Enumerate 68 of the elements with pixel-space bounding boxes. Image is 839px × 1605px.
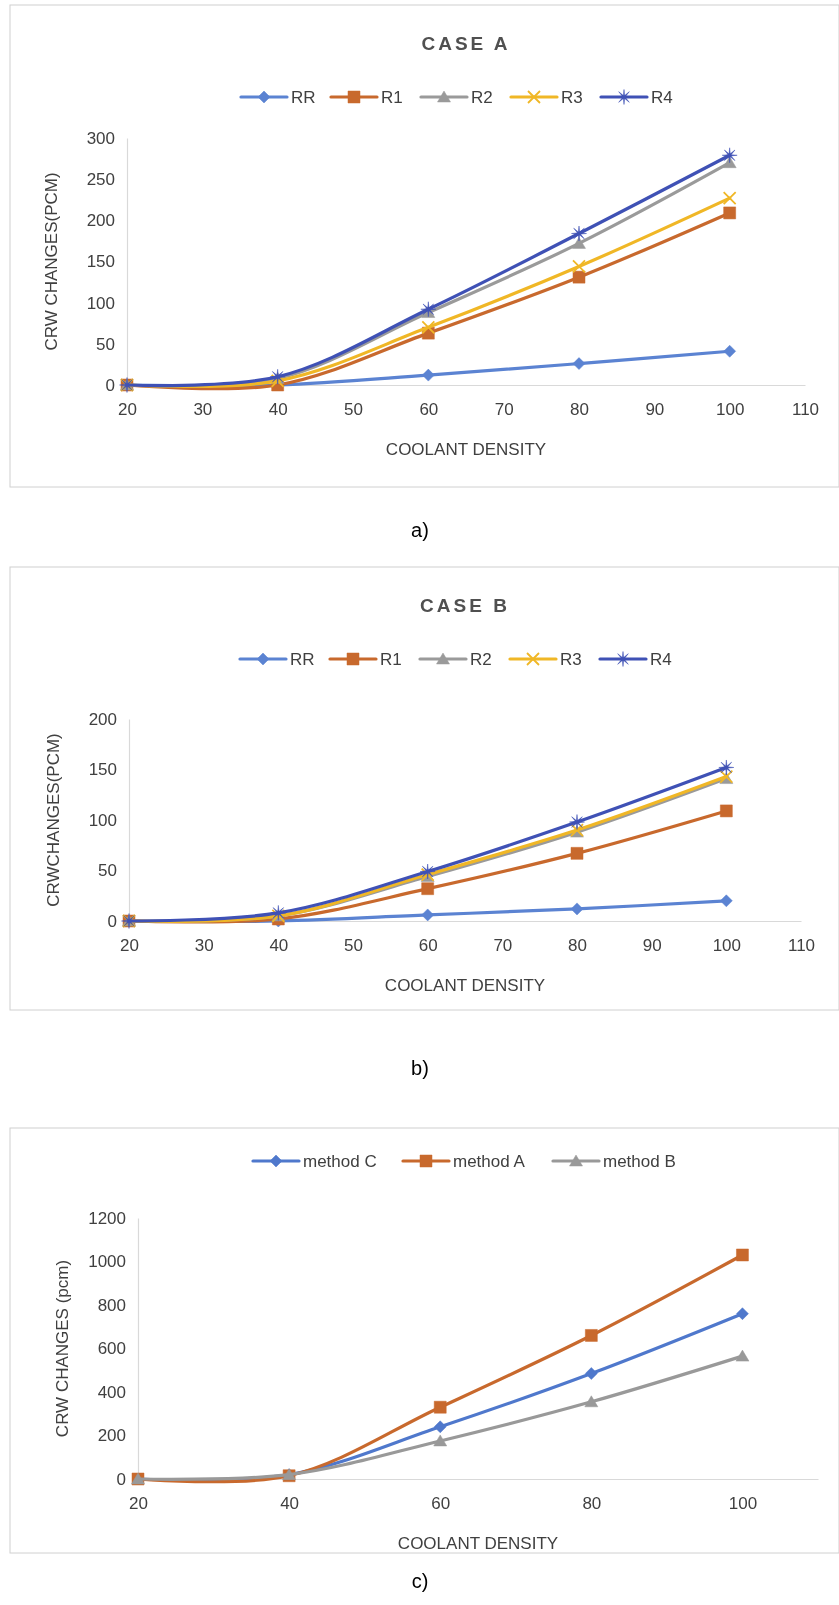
x-tick-label: 40	[268, 400, 288, 420]
x-axis-title: COOLANT DENSITY	[397, 1534, 559, 1553]
x-tick-label: 90	[645, 400, 665, 420]
chart-title: CASE B	[420, 595, 510, 616]
y-tick-label: 800	[97, 1295, 126, 1315]
y-tick-label: 150	[88, 760, 117, 780]
x-tick-label: 100	[728, 1494, 758, 1514]
legend-label: method B	[603, 1152, 676, 1171]
y-tick-label: 1000	[88, 1252, 126, 1272]
legend-label: R4	[650, 650, 672, 669]
y-tick-label: 600	[97, 1339, 126, 1359]
text: a)	[411, 519, 429, 541]
x-tick-label: 30	[193, 400, 213, 420]
legend-label: method C	[303, 1152, 377, 1171]
y-tick-label: 400	[97, 1382, 126, 1402]
y-axis-title: CRWCHANGES(PCM)	[44, 733, 63, 907]
x-tick-label: 50	[344, 400, 363, 420]
y-tick-label: 100	[88, 810, 117, 830]
x-tick-label: 80	[568, 936, 587, 956]
y-tick-label: 200	[88, 709, 117, 729]
x-tick-label: 70	[493, 936, 513, 956]
legend-label: method A	[453, 1152, 526, 1171]
y-tick-label: 100	[86, 293, 115, 313]
x-tick-label: 100	[715, 400, 745, 420]
y-axis-title: CRW CHANGES(PCM)	[42, 172, 61, 351]
legend-label: R3	[560, 650, 582, 669]
x-tick-label: 100	[712, 936, 742, 956]
x-tick-label: 20	[118, 400, 137, 420]
x-tick-label: 50	[344, 936, 363, 956]
y-tick-label: 200	[97, 1426, 126, 1446]
y-tick-label: 50	[96, 334, 115, 354]
x-axis-title: COOLANT DENSITY	[385, 440, 547, 459]
chart-title: CASE A	[421, 33, 511, 54]
legend-label: R3	[561, 88, 583, 107]
text: c)	[411, 1570, 429, 1592]
legend-label: R1	[381, 88, 403, 107]
x-tick-label: 60	[419, 400, 439, 420]
x-tick-label: 40	[280, 1494, 300, 1514]
legend-label: R1	[380, 650, 402, 669]
x-tick-label: 60	[418, 936, 438, 956]
text: b)	[411, 1057, 429, 1079]
x-tick-label: 40	[269, 936, 289, 956]
x-tick-label: 110	[791, 400, 820, 420]
y-tick-label: 200	[86, 211, 115, 231]
y-tick-label: 150	[86, 252, 115, 272]
legend-label: R2	[471, 88, 493, 107]
x-tick-label: 80	[582, 1494, 602, 1514]
y-tick-label: 0	[116, 1469, 126, 1489]
legend-label: RR	[291, 88, 316, 107]
x-tick-label: 20	[120, 936, 139, 956]
x-tick-label: 90	[642, 936, 662, 956]
y-tick-label: 0	[105, 375, 115, 395]
y-tick-label: 50	[98, 861, 117, 881]
x-tick-label: 20	[129, 1494, 148, 1514]
y-tick-label: 250	[86, 170, 115, 190]
y-tick-label: 300	[86, 128, 115, 148]
y-axis-title: CRW CHANGES (pcm)	[53, 1259, 72, 1438]
x-axis-title: COOLANT DENSITY	[384, 976, 546, 995]
y-tick-label: 0	[107, 911, 117, 931]
x-tick-label: 70	[494, 400, 514, 420]
x-tick-label: 110	[787, 936, 816, 956]
y-tick-label: 1200	[88, 1208, 126, 1228]
legend-label: R2	[470, 650, 492, 669]
x-tick-label: 30	[194, 936, 214, 956]
x-tick-label: 80	[570, 400, 589, 420]
legend-label: RR	[290, 650, 315, 669]
x-tick-label: 60	[431, 1494, 451, 1514]
legend-label: R4	[651, 88, 673, 107]
